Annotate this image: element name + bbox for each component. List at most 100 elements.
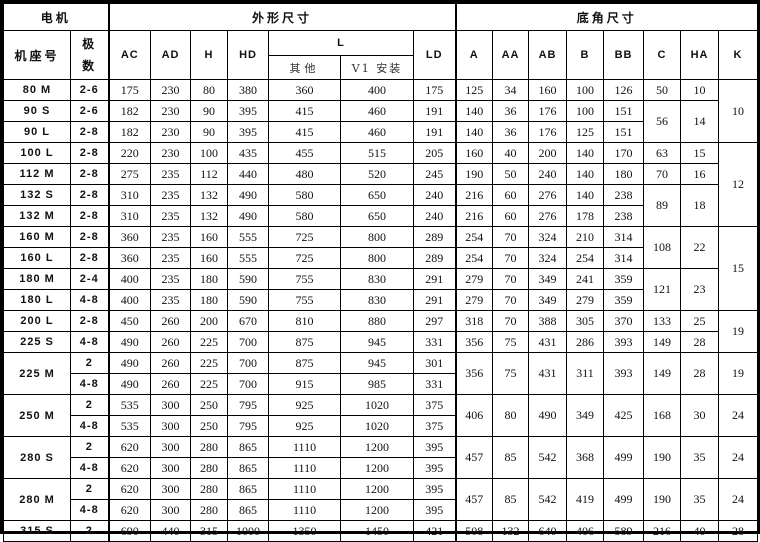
cell-l-v1: 830	[340, 289, 415, 311]
cell-frame: 180 M	[3, 268, 71, 290]
table-row: 90 L 2-8 182 230 90 395 415 460 191 140 36 176 125 15…	[3, 121, 758, 143]
cell-aa: 75	[492, 352, 530, 395]
cell-poles: 2-8	[69, 121, 110, 143]
cell-h: 225	[190, 373, 229, 395]
cell-hd: 865	[227, 499, 270, 521]
cell-bb: 151	[603, 100, 645, 122]
cell-ab: 349	[528, 289, 568, 311]
cell-ld: 291	[413, 289, 457, 311]
cell-a: 216	[454, 184, 494, 206]
cell-c: 190	[643, 436, 682, 479]
cell-ad: 230	[150, 79, 192, 101]
cell-l-v1: 1020	[340, 415, 415, 437]
cell-l-v1: 650	[340, 184, 415, 206]
cell-a: 140	[454, 121, 494, 143]
cell-h: 160	[190, 247, 229, 269]
cell-poles: 2-8	[69, 226, 110, 248]
cell-l-other: 415	[268, 121, 342, 143]
cell-h: 180	[190, 289, 229, 311]
cell-ad: 235	[150, 163, 192, 185]
cell-frame: 112 M	[3, 163, 71, 185]
cell-hd: 555	[227, 226, 270, 248]
cell-l-other: 925	[268, 394, 342, 416]
cell-h: 280	[190, 457, 229, 479]
cell-poles: 4-8	[69, 331, 110, 353]
cell-ab: 542	[528, 478, 568, 521]
cell-b: 178	[566, 205, 605, 227]
cell-frame: 315 S	[3, 520, 71, 542]
cell-hd: 395	[227, 121, 270, 143]
cell-l-other: 1110	[268, 457, 342, 479]
cell-a: 318	[454, 310, 494, 332]
cell-ad: 260	[150, 352, 192, 374]
cell-a: 125	[454, 79, 494, 101]
cell-bb: 314	[603, 226, 645, 248]
cell-ad: 260	[150, 310, 192, 332]
cell-hd: 700	[227, 373, 270, 395]
cell-ad: 230	[150, 100, 192, 122]
cell-bb: 314	[603, 247, 645, 269]
cell-hd: 700	[227, 331, 270, 353]
cell-frame: 132 S	[3, 184, 71, 206]
header-outline-dimensions: 外形尺寸	[107, 3, 457, 31]
cell-ad: 230	[150, 142, 192, 164]
cell-poles: 4-8	[69, 457, 110, 479]
cell-ad: 235	[150, 268, 192, 290]
cell-k: 10	[718, 79, 759, 143]
cell-h: 132	[190, 184, 229, 206]
cell-b: 279	[566, 289, 605, 311]
cell-frame: 132 M	[3, 205, 71, 227]
header-bb: BB	[603, 30, 645, 80]
header-k: K	[718, 30, 759, 80]
cell-ac: 310	[107, 205, 152, 227]
cell-b: 311	[566, 352, 605, 395]
cell-poles: 2	[69, 436, 110, 458]
cell-k: 24	[718, 478, 759, 521]
header-l-other: 其他	[268, 55, 342, 80]
cell-k: 24	[718, 436, 759, 479]
cell-ab: 490	[528, 394, 568, 437]
cell-h: 280	[190, 436, 229, 458]
cell-c: 70	[643, 163, 682, 185]
cell-l-other: 580	[268, 184, 342, 206]
header-a: A	[454, 30, 494, 80]
cell-ld: 191	[413, 121, 457, 143]
cell-ld: 297	[413, 310, 457, 332]
cell-ac: 535	[107, 415, 152, 437]
table-row: 280 S 2 620 300 280 865 1110 1200 395 457 85 542 368…	[3, 436, 759, 479]
cell-ld: 191	[413, 100, 457, 122]
cell-poles: 4-8	[69, 415, 110, 437]
table-row: 100 L 2-8 220 230 100 435 455 515 205 160 40 200 140…	[3, 142, 759, 227]
table-row: 225 M 2 490 260 225 700 875 945 301 356 75 431 311 39…	[3, 352, 759, 395]
cell-h: 200	[190, 310, 229, 332]
cell-b: 140	[566, 142, 605, 164]
table-row: 90 S 2-6 182 230 90 395 415 460 191 140 36 176 100 15…	[3, 100, 758, 143]
header-frame-no: 机座号	[3, 30, 71, 80]
cell-poles: 2	[69, 394, 110, 416]
cell-ab: 542	[528, 436, 568, 479]
cell-ld: 240	[413, 205, 457, 227]
cell-aa: 60	[492, 205, 530, 227]
table-row: 4-8 620 300 280 865 1110 1200 395	[4, 457, 758, 479]
cell-aa: 70	[492, 289, 530, 311]
cell-l-other: 810	[268, 310, 342, 332]
cell-h: 112	[190, 163, 229, 185]
cell-l-other: 915	[268, 373, 342, 395]
cell-ab: 324	[528, 226, 568, 248]
cell-l-v1: 1200	[340, 499, 415, 521]
cell-h: 250	[190, 394, 229, 416]
cell-c: 50	[643, 79, 682, 101]
cell-hd: 440	[227, 163, 270, 185]
cell-bb: 499	[603, 478, 645, 521]
cell-ad: 260	[150, 373, 192, 395]
cell-aa: 34	[492, 79, 530, 101]
cell-poles: 2-8	[69, 184, 110, 206]
cell-hd: 865	[227, 436, 270, 458]
cell-k: 19	[718, 310, 759, 353]
cell-ha: 14	[680, 100, 720, 143]
header-foot-dimensions: 底角尺寸	[454, 3, 759, 31]
cell-l-v1: 880	[340, 310, 415, 332]
cell-a: 216	[454, 205, 494, 227]
cell-ha: 23	[680, 268, 720, 311]
cell-poles: 2	[69, 352, 110, 374]
